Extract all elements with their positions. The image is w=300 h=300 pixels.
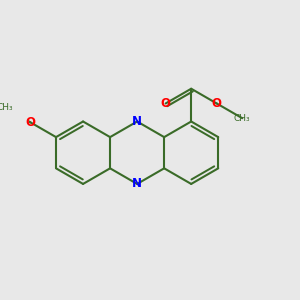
Text: O: O (212, 97, 222, 110)
Text: O: O (160, 97, 171, 110)
Text: O: O (26, 116, 35, 129)
Text: CH₃: CH₃ (234, 114, 250, 123)
Text: N: N (132, 177, 142, 190)
Text: CH₃: CH₃ (0, 103, 13, 112)
Text: N: N (132, 115, 142, 128)
